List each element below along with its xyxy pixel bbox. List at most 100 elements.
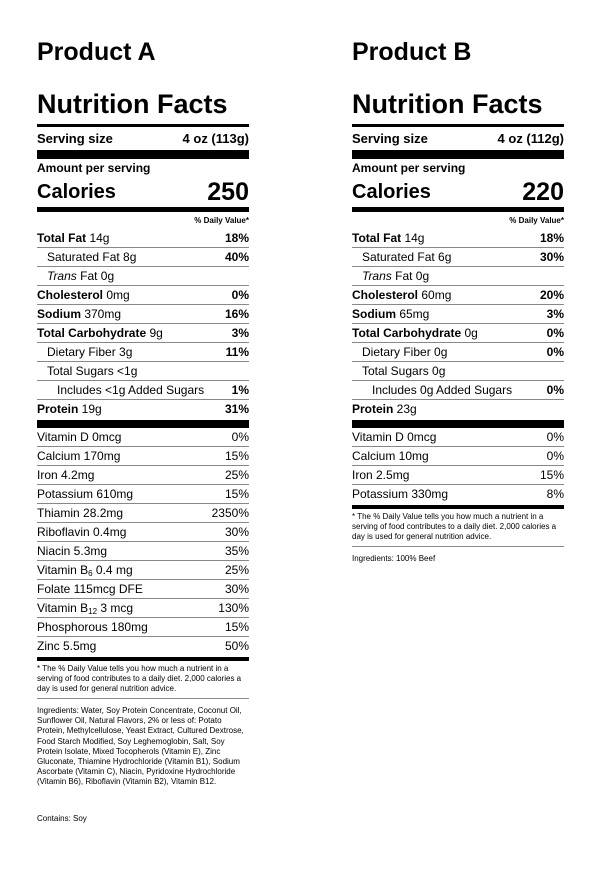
vitamin-label: Zinc 5.5mg [37,637,96,656]
nutrient-name: Total Carbohydrate [37,326,147,340]
vitamin-row: Iron 4.2mg 25% [37,466,249,485]
vitamin-name: Calcium 170mg [37,449,121,463]
vitamin-name: Potassium 610mg [37,487,134,501]
nutrient-daily-value: 16% [224,307,249,321]
daily-value-header-row: % Daily Value* [352,211,564,230]
ingredients-text: Ingredients: Water, Soy Protein Concentr… [37,706,244,787]
nutrient-separator [37,323,249,324]
nutrient-daily-value: 0% [231,288,249,302]
nutrient-name: Cholesterol [37,288,104,302]
vitamin-label: Iron 2.5mg [352,466,409,485]
calories-value: 250 [207,178,249,206]
footnote: * The % Daily Value tells you how much a… [352,512,557,541]
vitamin-separator [37,560,249,561]
vitamin-daily-value: 8% [546,487,564,501]
vitamin-amount: 0.4 mg [92,563,133,577]
vitamin-label: Iron 4.2mg [37,466,94,485]
nutrient-row: Dietary Fiber 0g 0% [352,343,564,362]
nutrient-name: Includes 0g Added Sugars [372,383,513,397]
vitamin-separator [352,465,564,466]
vitamin-label: Vitamin D 0mcg [37,428,121,447]
vitamin-label: Calcium 10mg [352,447,429,466]
nutrient-prefix: Trans [362,269,392,283]
nutrient-separator [352,266,564,267]
nutrient-label: Total Sugars 0g [362,362,445,381]
nutrient-label: Dietary Fiber 0g [362,343,447,362]
nutrient-separator [352,342,564,343]
nutrient-name: Protein [352,402,394,416]
nutrient-row: Dietary Fiber 3g 11% [37,343,249,362]
vitamin-label: Niacin 5.3mg [37,542,107,561]
serving-size-label: Serving size [37,131,113,146]
nutrient-name: Dietary Fiber 3g [47,345,133,359]
vitamin-separator [37,446,249,447]
nutrient-daily-value: 3% [231,326,249,340]
nutrient-label: Cholesterol 0mg [37,286,130,305]
nutrient-amount: 14g [401,231,425,245]
nutrient-name: Dietary Fiber 0g [362,345,448,359]
nutrient-name: Total Carbohydrate [352,326,462,340]
vitamin-name: Iron 4.2mg [37,468,95,482]
nutrient-name: Saturated Fat 6g [362,250,452,264]
divider-heavy [37,150,249,159]
vitamin-daily-value: 35% [224,544,249,558]
nutrient-row: Cholesterol 0mg 0% [37,286,249,305]
product-title: Product A [37,38,156,66]
vitamin-row: Potassium 610mg 15% [37,485,249,504]
amount-per-serving: Amount per serving [352,159,564,178]
nutrient-separator [37,266,249,267]
vitamin-row: Folate 115mcg DFE 30% [37,580,249,599]
nutrient-name: Fat 0g [76,269,115,283]
nutrient-separator [352,285,564,286]
serving-size-row: Serving size 4 oz (113g) [37,129,249,148]
nutrient-label: Saturated Fat 8g [47,248,136,267]
nutrient-daily-value: 0% [546,383,564,397]
vitamin-separator [352,484,564,485]
vitamin-row: Thiamin 28.2mg 2350% [37,504,249,523]
nutrient-separator [352,380,564,381]
calories-row: Calories 220 [352,178,564,206]
vitamin-row: Vitamin B6 0.4 mg 25% [37,561,249,580]
vitamin-daily-value: 130% [218,601,249,615]
vitamin-label: Phosphorous 180mg [37,618,148,637]
vitamin-name: Thiamin 28.2mg [37,506,124,520]
daily-value-header: % Daily Value* [194,216,249,225]
serving-size-label: Serving size [352,131,428,146]
divider-thick [352,124,564,127]
nutrient-label: Cholesterol 60mg [352,286,451,305]
nutrient-label: Sodium 65mg [352,305,429,324]
nutrient-daily-value: 40% [224,250,249,264]
nutrient-separator [37,380,249,381]
vitamin-row: Iron 2.5mg 15% [352,466,564,485]
nutrient-amount: 9g [146,326,163,340]
nutrient-name: Includes <1g Added Sugars [57,383,205,397]
nutrient-separator [352,304,564,305]
vitamin-separator [37,484,249,485]
vitamin-row: Calcium 10mg 0% [352,447,564,466]
nutrient-row: Sodium 370mg 16% [37,305,249,324]
nutrient-name: Fat 0g [391,269,430,283]
nutrient-amount: 60mg [418,288,452,302]
nutrient-separator [37,247,249,248]
vitamin-row: Vitamin B12 3 mcg 130% [37,599,249,618]
vitamin-name: Phosphorous 180mg [37,620,148,634]
divider-heavy [37,420,249,428]
vitamin-daily-value: 0% [231,430,249,444]
nutrient-name: Total Fat [352,231,402,245]
divider-medium [352,207,564,212]
vitamin-label: Vitamin D 0mcg [352,428,436,447]
nutrient-daily-value: 3% [546,307,564,321]
nutrient-separator [37,285,249,286]
divider-medium [37,207,249,212]
vitamin-name: Vitamin B [37,563,89,577]
nutrient-label: Protein 23g [352,400,417,419]
nutrient-row: Total Carbohydrate 9g 3% [37,324,249,343]
amount-per-serving-label: Amount per serving [352,161,466,175]
nutrient-name: Sodium [352,307,396,321]
nutrient-row: Protein 23g [352,400,564,419]
vitamin-daily-value: 15% [224,487,249,501]
nutrient-name: Saturated Fat 8g [47,250,137,264]
nutrient-label: Trans Fat 0g [362,267,429,286]
nutrient-separator [37,342,249,343]
vitamin-daily-value: 25% [224,468,249,482]
